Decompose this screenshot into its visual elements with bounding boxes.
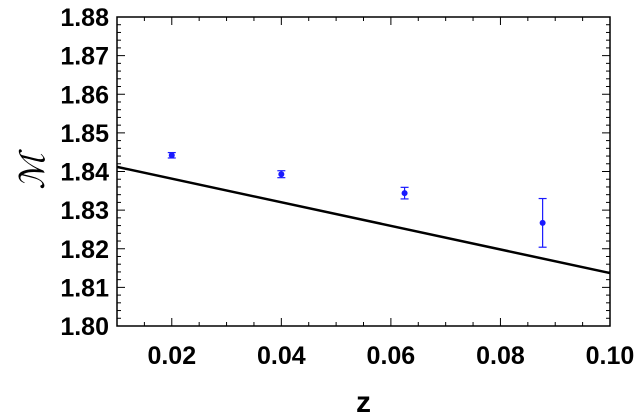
y-tick-label: 1.80 — [60, 313, 109, 341]
x-tick-label: 0.06 — [367, 342, 416, 370]
ticks — [116, 16, 611, 327]
x-axis-label: z — [356, 386, 371, 417]
y-tick-label: 1.82 — [60, 236, 109, 264]
y-tick-label: 1.88 — [60, 4, 109, 32]
plot-frame — [116, 16, 611, 327]
x-tick-label: 0.04 — [257, 342, 306, 370]
y-tick-label: 1.86 — [60, 81, 109, 109]
data-point — [168, 152, 175, 159]
series — [116, 151, 611, 275]
data-point — [539, 219, 546, 226]
model-curve — [116, 165, 611, 275]
y-axis-label: ℳ — [13, 149, 53, 190]
x-tick-label: 0.08 — [476, 342, 525, 370]
y-tick-label: 1.87 — [60, 43, 109, 71]
x-tick-label: 0.02 — [147, 342, 196, 370]
y-tick-label: 1.83 — [60, 197, 109, 225]
x-tick-label: 0.10 — [586, 342, 635, 370]
y-tick-label: 1.85 — [60, 120, 109, 148]
data-point — [278, 171, 285, 178]
y-tick-label: 1.84 — [60, 159, 109, 187]
data-point — [401, 190, 408, 197]
tick-labels: 0.02 0.04 0.06 0.08 0.10 1.80 1.81 1.82 1.83 1.84… — [60, 4, 634, 370]
y-tick-label: 1.81 — [60, 274, 109, 302]
